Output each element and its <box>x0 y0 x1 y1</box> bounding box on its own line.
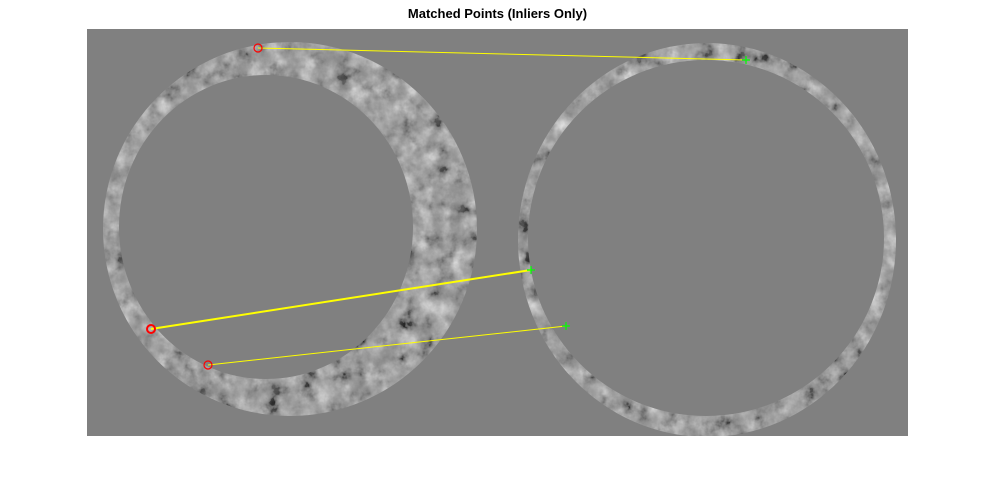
inlier-marker-image1 <box>203 360 213 370</box>
inlier-marker-image1 <box>253 43 263 53</box>
match-line <box>207 325 567 366</box>
match-line <box>150 269 532 330</box>
match-line <box>257 47 747 61</box>
figure-title: Matched Points (Inliers Only) <box>407 6 588 21</box>
right-ring <box>87 29 908 436</box>
matches-layer <box>146 43 750 370</box>
inlier-marker-image1 <box>146 324 156 334</box>
inlier-marker-image2 <box>742 56 750 64</box>
inlier-marker-image2 <box>527 266 535 274</box>
inlier-marker-image2 <box>562 322 570 330</box>
